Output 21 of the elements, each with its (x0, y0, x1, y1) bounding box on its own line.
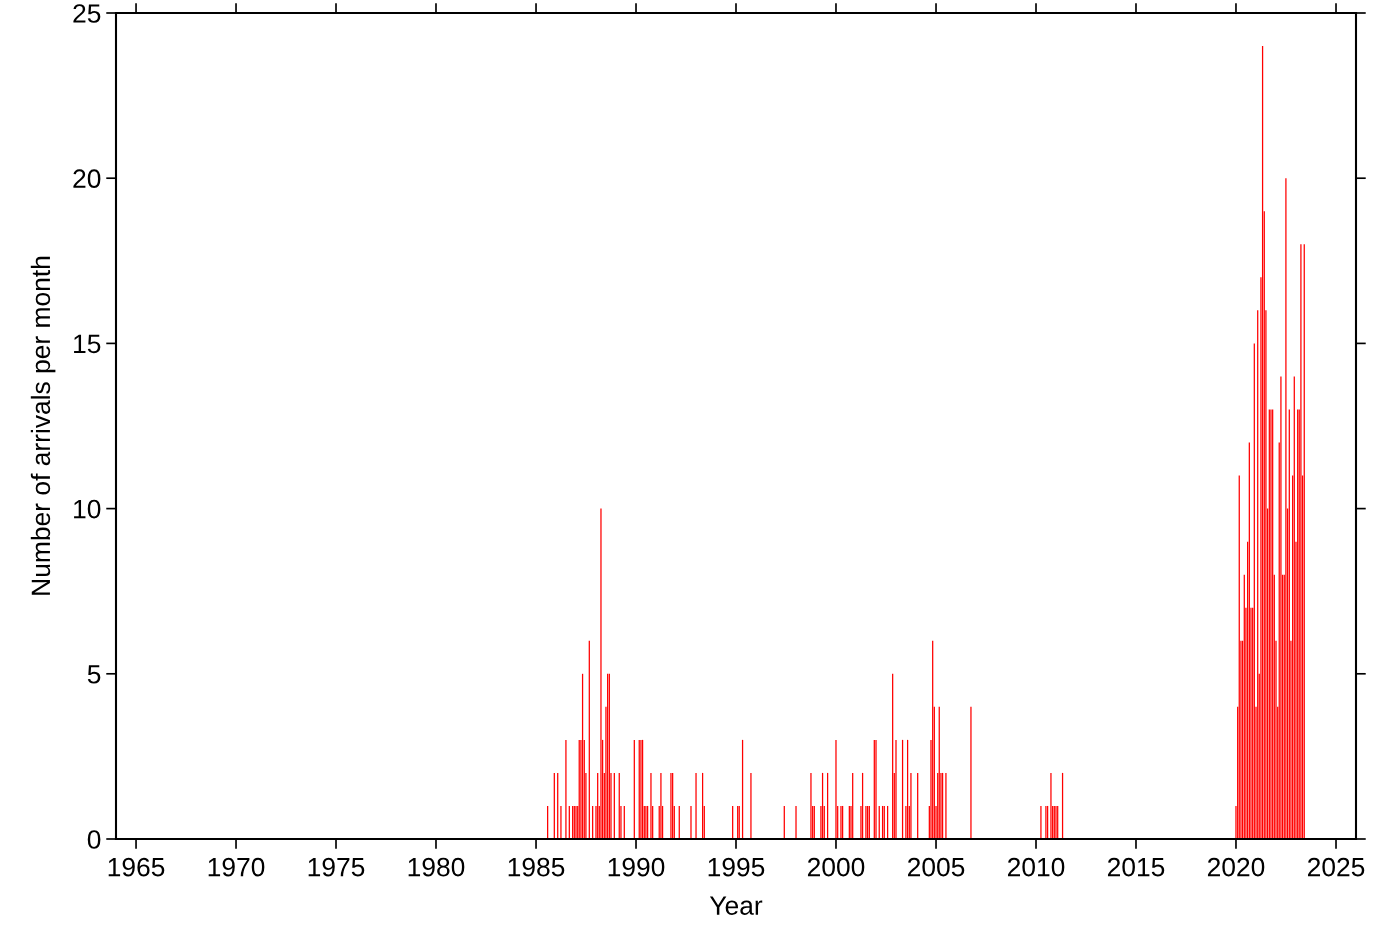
x-tick-label: 1990 (608, 857, 665, 877)
x-tick-label: 1975 (308, 857, 365, 877)
y-tick-label: 0 (87, 830, 101, 849)
x-tick-label: 2005 (908, 857, 965, 877)
x-tick-label: 2000 (807, 857, 865, 877)
x-tick-label: 1980 (408, 857, 465, 877)
x-tick-label: 1970 (208, 857, 265, 877)
x-tick-label: 2020 (1207, 857, 1265, 877)
y-tick-label: 10 (74, 499, 101, 519)
y-tick-label: 20 (73, 169, 101, 189)
y-tick-label: 5 (87, 665, 101, 684)
x-tick-label: 1995 (708, 857, 765, 877)
x-axis-title: Year (709, 896, 763, 915)
x-tick-label: 2025 (1307, 857, 1365, 877)
y-tick-label: 25 (73, 4, 101, 23)
x-tick-label: 1965 (108, 857, 165, 877)
y-tick-label: 15 (74, 334, 101, 354)
x-tick-label: 2010 (1007, 857, 1065, 877)
y-axis-title: Number of arrivals per month (30, 256, 56, 595)
x-tick-label: 1985 (508, 857, 565, 877)
x-tick-label: 2015 (1107, 857, 1165, 877)
